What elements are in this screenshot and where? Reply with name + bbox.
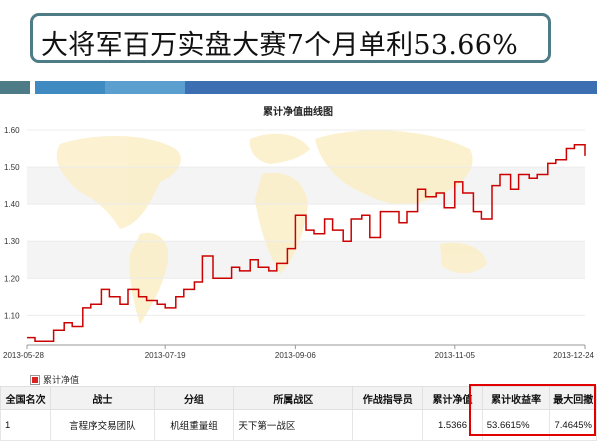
x-tick-label: 2013-11-05 [435, 351, 476, 360]
world-map-watermark [56, 130, 487, 324]
header-instructor: 作战指导员 [352, 386, 424, 410]
y-tick-label: 1.60 [4, 126, 20, 135]
header-group: 分组 [153, 386, 235, 410]
ranking-table: 全国名次 战士 分组 所属战区 作战指导员 累计净值 累计收益率 最大回撤 1 … [0, 386, 597, 441]
strip-segment [185, 81, 597, 94]
x-axis: 2013-05-28 2013-07-19 2013-09-06 2013-11-05… [3, 344, 595, 360]
header-return: 累计收益率 [481, 386, 551, 410]
nav-chart: 累计净值曲线图 1.10 1.20 1.30 1.40 1.50 1.60 2013-05… [0, 94, 597, 370]
strip-segment [35, 81, 105, 94]
y-tick-label: 1.20 [4, 274, 20, 283]
strip-segment [105, 81, 185, 94]
grid-band [27, 241, 585, 279]
chart-svg: 累计净值曲线图 1.10 1.20 1.30 1.40 1.50 1.60 2013-05… [3, 105, 595, 360]
cell-group: 机组重量组 [153, 409, 235, 441]
y-tick-label: 1.40 [4, 200, 20, 209]
header-zone: 所属战区 [233, 386, 354, 410]
table-header-row: 全国名次 战士 分组 所属战区 作战指导员 累计净值 累计收益率 最大回撤 [0, 386, 597, 410]
header-nav: 累计净值 [422, 386, 483, 410]
decorative-strip [0, 81, 597, 94]
cell-instructor [352, 409, 424, 441]
x-tick-label: 2013-09-06 [275, 351, 316, 360]
header-rank: 全国名次 [0, 386, 52, 410]
y-tick-label: 1.50 [4, 163, 20, 172]
legend-label: 累计净值 [43, 375, 80, 385]
x-tick-label: 2013-12-24 [553, 351, 594, 360]
cell-fighter[interactable]: 言程序交易团队 [50, 409, 155, 441]
highlight-frame [469, 384, 596, 436]
legend-checkbox[interactable] [30, 374, 40, 385]
header-fighter: 战士 [50, 386, 155, 410]
strip-segment [30, 81, 35, 94]
table-row: 1 言程序交易团队 机组重量组 天下第一战区 1.5366 53.6615% 7… [0, 409, 597, 441]
cell-zone: 天下第一战区 [233, 409, 354, 441]
headline-text: 大将军百万实盘大赛7个月单利53.66% [41, 30, 519, 61]
strip-segment [0, 81, 30, 94]
chart-title: 累计净值曲线图 [263, 105, 333, 118]
cell-rank: 1 [0, 409, 52, 441]
y-tick-label: 1.30 [4, 237, 20, 246]
series-layer [27, 144, 586, 343]
chart-legend[interactable]: 累计净值 [30, 373, 79, 386]
headline-box: 大将军百万实盘大赛7个月单利53.66% [30, 13, 551, 63]
series-line [27, 144, 586, 343]
y-tick-label: 1.10 [4, 311, 20, 320]
x-tick-label: 2013-05-28 [3, 351, 44, 360]
x-tick-label: 2013-07-19 [145, 351, 186, 360]
